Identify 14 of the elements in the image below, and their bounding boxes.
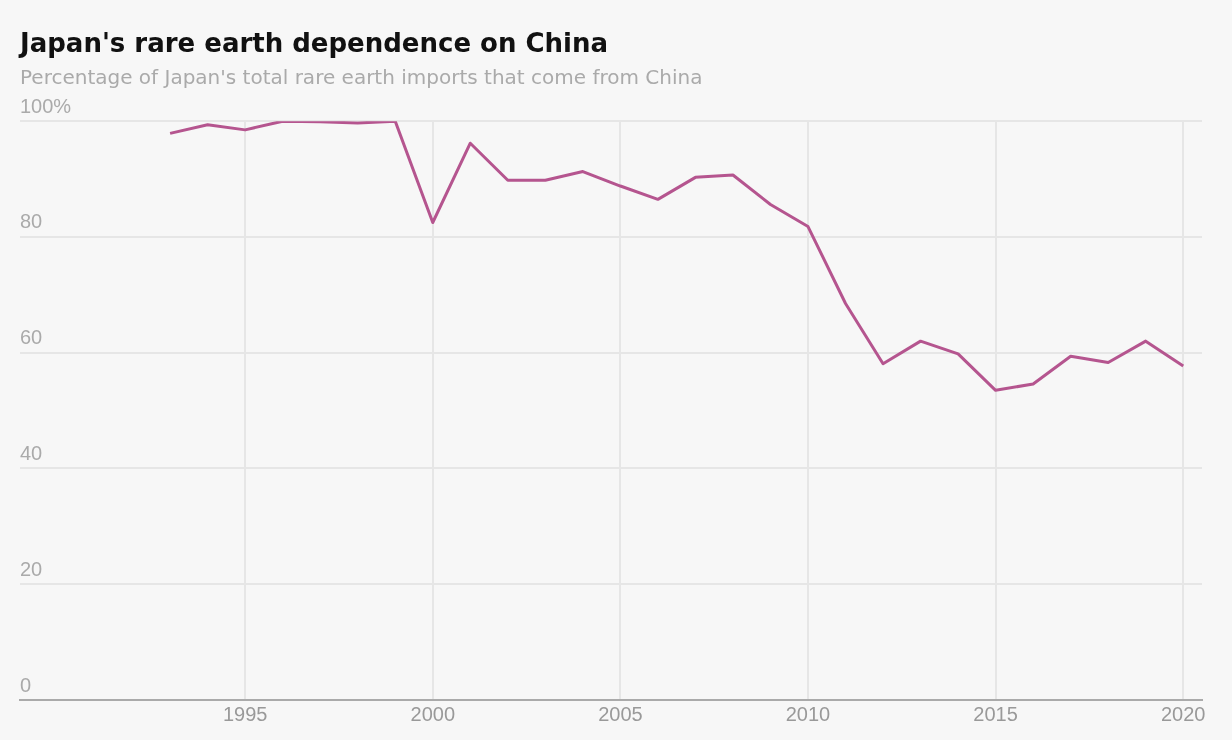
y-tick-label: 100% — [20, 94, 72, 117]
x-tick-label: 2010 — [785, 702, 831, 725]
chart-subtitle: Percentage of Japan's total rare earth imports that come from China — [20, 65, 703, 90]
y-tick-label: 40 — [20, 442, 43, 464]
x-tick-label: 2000 — [410, 702, 456, 725]
y-tick-label: 0 — [20, 673, 32, 696]
x-tick-label: 1995 — [222, 702, 268, 725]
y-tick-label: 20 — [20, 557, 43, 580]
x-tick-label: 2015 — [973, 702, 1018, 725]
y-tick-label: 60 — [20, 326, 43, 349]
y-tick-label: 80 — [20, 210, 43, 233]
x-tick-label: 2005 — [598, 702, 643, 725]
chart-title: Japan's rare earth dependence on China — [18, 28, 609, 59]
x-tick-label: 2020 — [1160, 702, 1206, 725]
